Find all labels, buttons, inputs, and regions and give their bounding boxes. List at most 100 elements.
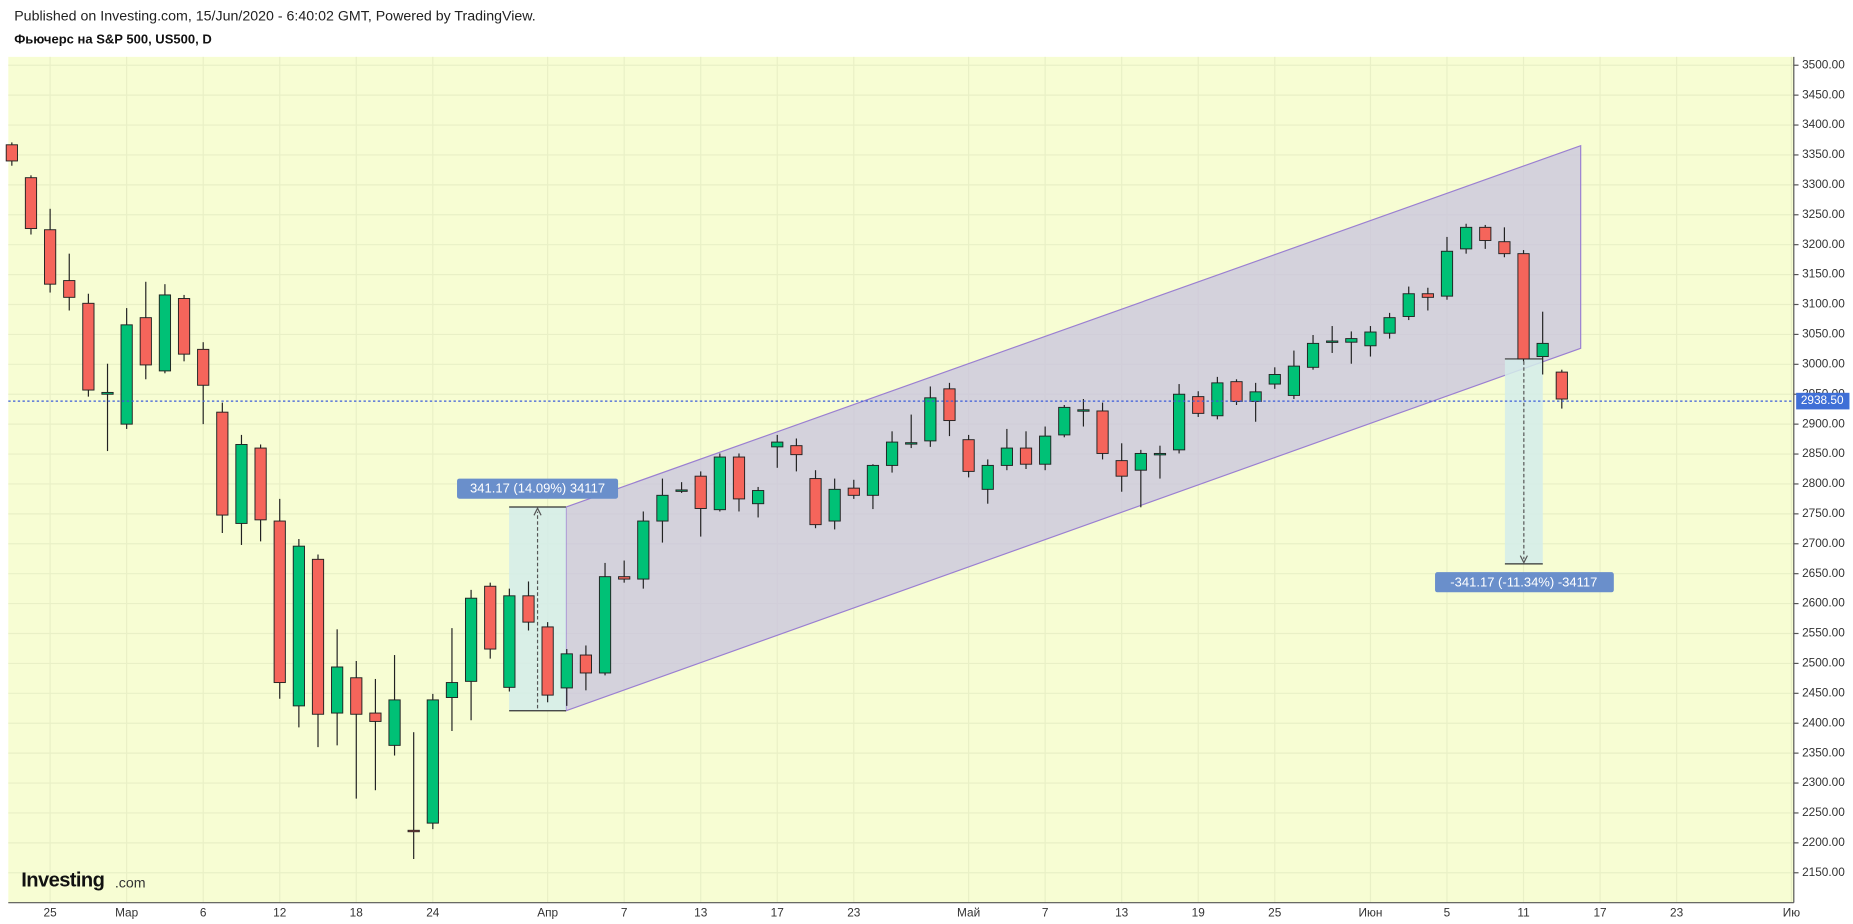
candle-body [828,488,841,522]
x-tick-label: 23 [847,905,861,919]
candle-body [1555,371,1568,400]
candle-body [637,520,650,580]
candle-body [579,654,592,674]
x-tick-label: 23 [1670,905,1684,919]
x-tick-label: Май [957,905,980,919]
candle-body [943,388,956,422]
candle-body [1230,381,1243,402]
x-tick-label: Апр [537,905,558,919]
candles [5,142,1568,860]
candle-body [120,324,133,425]
candle-body [1153,452,1167,456]
candle-body [331,666,344,714]
y-tick-label: 3150.00 [1802,267,1845,281]
x-tick-label: 5 [1444,905,1451,919]
measure-arrow-head [533,506,542,516]
candle-body [560,653,573,689]
annotation: -341.17 (-11.34%) -34117 [1450,574,1597,589]
candle-body [598,576,612,674]
candle-body [1211,382,1224,417]
y-tick-label: 2250.00 [1802,805,1845,819]
candle-body [5,144,18,162]
candle-body [1479,226,1492,241]
y-tick-label: 3250.00 [1802,207,1845,221]
candle-body [82,302,95,391]
candle-body [1402,293,1415,317]
y-tick-label: 2600.00 [1802,596,1845,610]
measure-arrow-head [1519,555,1528,565]
candle-body [464,597,478,682]
x-tick-label: 13 [1115,905,1129,919]
candle-body [484,585,497,650]
candle-body [1096,410,1109,454]
candle-body [177,298,191,355]
y-tick-label: 3300.00 [1802,177,1845,191]
candle-body [139,317,152,366]
candle-body [44,229,57,285]
candle-body [847,487,860,496]
candle-body [254,447,267,521]
candle-body [426,699,439,824]
y-tick-label: 2300.00 [1802,775,1845,789]
candle-body [732,456,746,500]
x-tick-label: 25 [1268,905,1282,919]
candle-body [503,595,516,688]
candle-body [1440,250,1454,297]
candle-body [1039,435,1052,465]
candle-body [675,489,688,492]
x-tick-label: 19 [1192,905,1206,919]
y-tick-label: 2650.00 [1802,566,1845,580]
current-price-label: 2938.50 [1801,393,1844,407]
y-tick-label: 2350.00 [1802,745,1845,759]
candle-body [1421,293,1434,298]
candle-body [1517,253,1530,360]
y-tick-label: 2750.00 [1802,506,1845,520]
y-tick-label: 2850.00 [1802,446,1845,460]
y-tick-label: 3500.00 [1802,57,1845,71]
candle-body [1383,317,1396,334]
y-tick-label: 2200.00 [1802,835,1845,849]
y-tick-label: 2800.00 [1802,476,1845,490]
candle-body [1460,226,1473,250]
y-tick-label: 2150.00 [1802,865,1845,879]
candle-body [1192,396,1205,414]
x-tick-label: 13 [694,905,708,919]
candle-body [24,177,38,230]
candle-body [1019,447,1033,465]
candle-body [771,441,784,448]
x-tick-label: 18 [350,905,364,919]
candle-body [905,442,918,445]
candle-body [350,677,363,715]
current-price-tag [1796,392,1850,410]
candle-body [885,441,899,466]
y-tick-label: 3400.00 [1802,117,1845,131]
logo-brand: Investing [21,870,104,892]
x-tick-label: 24 [426,905,440,919]
candle-body [1287,365,1301,396]
candle-body [292,545,305,707]
candle-body [216,411,229,516]
y-tick-label: 3000.00 [1802,356,1845,370]
candle-body [1173,393,1186,451]
y-tick-label: 3350.00 [1802,147,1845,161]
candle-body [235,444,248,524]
axes: 2150.00 2200.00 2250.00 2300.00 2350.00 2400.… [8,57,1850,919]
y-tick-label: 3100.00 [1802,297,1845,311]
candle-body [1058,406,1071,436]
annotation-box [1435,572,1614,593]
candle-body [1498,241,1511,255]
annotation-box [457,478,619,499]
x-tick-label: 6 [200,905,207,919]
candle-body [1306,342,1320,368]
candle-body [1536,342,1549,358]
candle-body [790,445,803,456]
candle-body [522,595,535,623]
candle-body [1345,338,1358,343]
candle-body [1134,452,1147,471]
candle-body [1268,374,1281,385]
x-tick-label: Июн [1359,905,1383,919]
annotation: 341.17 (14.09%) 34117 [470,481,605,496]
candle-body [1115,460,1128,477]
